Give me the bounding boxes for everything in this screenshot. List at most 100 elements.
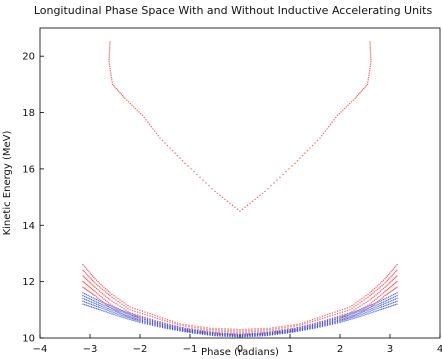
red-phase-point	[107, 302, 110, 304]
blue-phase-point	[159, 326, 161, 328]
red-phase-point	[131, 309, 134, 312]
red-phase-point	[85, 278, 88, 281]
blue-phase-point	[377, 301, 379, 303]
blue-phase-point	[84, 298, 86, 300]
blue-phase-point	[309, 325, 311, 327]
red-phase-point	[218, 329, 220, 331]
blue-phase-point	[384, 307, 386, 309]
blue-phase-point	[179, 326, 181, 328]
blue-phase-point	[331, 320, 334, 323]
red-phase-point	[206, 327, 208, 329]
red-phase-point	[347, 104, 349, 106]
red-phase-point	[226, 200, 229, 203]
blue-phase-point	[371, 304, 373, 306]
red-phase-point	[83, 281, 85, 284]
red-phase-point	[94, 295, 96, 297]
blue-phase-point	[139, 320, 141, 322]
blue-phase-point	[119, 312, 121, 314]
blue-phase-point	[133, 314, 135, 316]
blue-phase-point	[117, 313, 119, 315]
red-phase-point	[107, 297, 110, 300]
red-phase-point	[326, 128, 328, 130]
red-phase-point	[278, 329, 280, 331]
red-phase-point	[117, 304, 119, 306]
blue-phase-point	[389, 305, 391, 308]
red-phase-point	[367, 293, 369, 296]
blue-phase-point	[111, 311, 113, 313]
blue-phase-point	[382, 307, 385, 310]
red-phase-point	[384, 278, 386, 280]
blue-phase-point	[324, 321, 326, 324]
blue-phase-point	[347, 314, 349, 317]
red-phase-point	[97, 293, 99, 295]
blue-phase-point	[164, 327, 166, 329]
red-phase-point	[369, 53, 372, 55]
red-phase-point	[90, 287, 93, 290]
red-phase-point	[335, 116, 337, 119]
blue-phase-point	[209, 334, 211, 336]
red-phase-point	[266, 327, 268, 329]
red-phase-point	[254, 330, 256, 333]
red-phase-point	[361, 297, 363, 300]
red-phase-point	[269, 327, 271, 329]
red-phase-point	[126, 99, 128, 101]
blue-phase-point	[127, 311, 129, 314]
blue-phase-point	[149, 324, 151, 326]
red-phase-point	[140, 112, 142, 115]
red-phase-point	[304, 323, 306, 325]
blue-phase-point	[85, 293, 88, 296]
red-phase-point	[336, 313, 339, 315]
blue-phase-point	[347, 316, 349, 318]
red-phase-point	[98, 298, 101, 300]
blue-phase-point	[392, 296, 395, 299]
blue-phase-point	[111, 307, 113, 309]
y-tick-label: 20	[22, 52, 35, 63]
red-phase-point	[269, 328, 271, 331]
blue-phase-point	[306, 328, 309, 331]
red-phase-point	[203, 329, 205, 331]
red-phase-point	[211, 187, 213, 190]
red-phase-point	[351, 304, 353, 307]
blue-phase-point	[90, 301, 93, 303]
red-phase-point	[239, 210, 241, 212]
blue-phase-point	[181, 330, 184, 332]
red-phase-point	[88, 271, 90, 273]
red-phase-point	[216, 192, 219, 195]
red-phase-point	[103, 289, 105, 292]
red-phase-point	[355, 304, 357, 307]
red-phase-point	[185, 325, 187, 327]
red-phase-point	[324, 317, 326, 319]
blue-phase-point	[95, 301, 98, 303]
red-phase-point	[149, 315, 151, 317]
red-phase-point	[93, 276, 95, 279]
red-phase-point	[227, 331, 229, 333]
red-phase-point	[367, 304, 369, 306]
blue-phase-point	[89, 295, 91, 297]
blue-phase-point	[319, 324, 321, 326]
red-phase-point	[390, 276, 392, 278]
red-phase-point	[340, 111, 342, 113]
blue-phase-point	[284, 332, 286, 334]
x-tick-label: −4	[33, 344, 48, 355]
blue-phase-point	[123, 313, 125, 316]
blue-phase-point	[379, 304, 381, 307]
blue-phase-point	[184, 331, 186, 333]
red-phase-point	[296, 323, 298, 326]
blue-phase-point	[331, 319, 334, 321]
red-phase-point	[378, 283, 380, 286]
y-axis-ticks: 10 12 14 16 18 20	[22, 52, 44, 345]
red-phase-point	[382, 296, 385, 298]
red-phase-point	[373, 291, 376, 293]
red-phase-point	[108, 53, 111, 55]
blue-phase-point	[82, 295, 84, 297]
blue-phase-point	[87, 294, 89, 297]
blue-phase-point	[396, 303, 398, 305]
blue-phase-point	[149, 320, 151, 322]
red-phase-point	[384, 290, 386, 293]
red-phase-point	[360, 90, 362, 93]
blue-phase-point	[123, 310, 125, 312]
red-phase-point	[171, 149, 174, 152]
red-phase-point	[266, 330, 268, 332]
red-phase-point	[176, 154, 179, 157]
red-phase-point	[254, 328, 256, 330]
